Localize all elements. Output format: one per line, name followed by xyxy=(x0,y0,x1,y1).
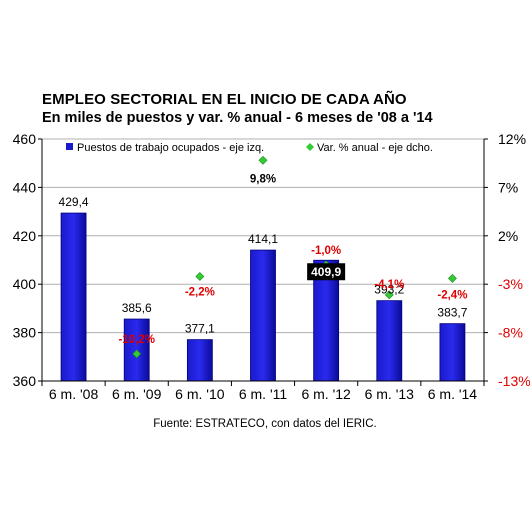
bar-data-label: 383,7 xyxy=(437,306,467,320)
right-axis-tick-label: 2% xyxy=(498,228,518,244)
scatter-data-label: -2,2% xyxy=(185,286,215,298)
left-axis-tick-label: 460 xyxy=(13,131,37,147)
right-axis-tick-label: -3% xyxy=(498,276,523,292)
left-axis-tick-label: 380 xyxy=(13,325,37,341)
scatter-data-label: -4,1% xyxy=(374,279,404,291)
legend-label-scatter: Var. % anual - eje dcho. xyxy=(317,142,433,154)
x-axis-tick-label: 6 m. '13 xyxy=(365,386,415,402)
x-axis-tick-label: 6 m. '08 xyxy=(49,386,99,402)
bar xyxy=(439,323,466,382)
bar-data-label: 393,2 xyxy=(374,283,404,297)
scatter-data-label: -1,0% xyxy=(311,245,341,257)
data-label-bg xyxy=(307,263,346,281)
left-axis-tick-label: 360 xyxy=(13,373,37,389)
bar xyxy=(376,300,403,382)
right-axis-tick-label: 12% xyxy=(498,131,526,147)
x-axis-tick-label: 6 m. '14 xyxy=(428,386,478,402)
right-axis-tick-label: -13% xyxy=(498,373,530,389)
chart-title: EMPLEO SECTORIAL EN EL INICIO DE CADA AÑ… xyxy=(42,91,407,108)
left-axis-tick-label: 400 xyxy=(13,276,37,292)
scatter-data-label: 9,8% xyxy=(250,173,276,185)
bar xyxy=(250,249,276,382)
bar xyxy=(313,259,340,382)
bar-data-label: 385,6 xyxy=(122,301,152,315)
x-axis-tick-label: 6 m. '11 xyxy=(239,386,288,402)
bar xyxy=(60,212,87,382)
scatter-data-label: -10,2% xyxy=(118,334,154,346)
x-axis-tick-label: 6 m. '09 xyxy=(112,386,162,402)
scatter-point xyxy=(384,290,394,300)
source-note: Fuente: ESTRATECO, con datos del IERIC. xyxy=(153,418,377,430)
left-axis-tick-label: 420 xyxy=(13,228,37,244)
right-axis-tick-label: -8% xyxy=(498,325,523,341)
legend-swatch-scatter xyxy=(306,143,314,151)
chart-subtitle: En miles de puestos y var. % anual - 6 m… xyxy=(42,110,433,126)
bar-data-label: 429,4 xyxy=(59,195,89,209)
left-axis-tick-label: 440 xyxy=(13,179,37,195)
scatter-point xyxy=(258,155,268,165)
x-axis-tick-label: 6 m. '12 xyxy=(301,386,351,402)
scatter-data-label: -2,4% xyxy=(437,289,467,301)
bar xyxy=(186,339,213,382)
right-axis-tick-label: 7% xyxy=(498,179,518,195)
x-axis-tick-label: 6 m. '10 xyxy=(175,386,225,402)
scatter-point xyxy=(132,349,142,359)
legend-swatch-bars xyxy=(66,143,73,150)
scatter-point xyxy=(195,272,205,281)
scatter-point xyxy=(448,273,457,283)
bar-data-label: 409,9 xyxy=(311,265,341,279)
bar-data-label: 414,1 xyxy=(248,232,278,246)
bar-data-label: 377,1 xyxy=(185,322,215,336)
legend-label-bars: Puestos de trabajo ocupados - eje izq. xyxy=(77,142,264,154)
